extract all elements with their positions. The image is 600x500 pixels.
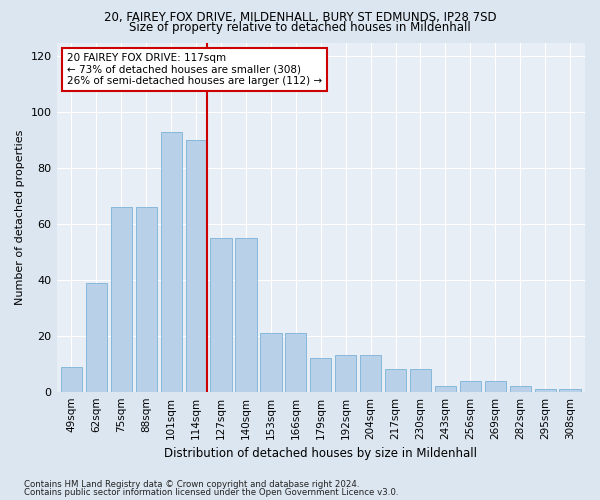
Y-axis label: Number of detached properties: Number of detached properties [15,130,25,305]
Bar [260,333,281,392]
Bar [535,389,556,392]
Bar [435,386,456,392]
X-axis label: Distribution of detached houses by size in Mildenhall: Distribution of detached houses by size … [164,447,477,460]
Bar [86,282,107,392]
Text: Size of property relative to detached houses in Mildenhall: Size of property relative to detached ho… [129,22,471,35]
Text: 20, FAIREY FOX DRIVE, MILDENHALL, BURY ST EDMUNDS, IP28 7SD: 20, FAIREY FOX DRIVE, MILDENHALL, BURY S… [104,12,496,24]
Bar [360,356,381,392]
Bar [211,238,232,392]
Bar [285,333,307,392]
Bar [61,366,82,392]
Bar [310,358,331,392]
Bar [136,208,157,392]
Bar [559,389,581,392]
Text: 20 FAIREY FOX DRIVE: 117sqm
← 73% of detached houses are smaller (308)
26% of se: 20 FAIREY FOX DRIVE: 117sqm ← 73% of det… [67,53,322,86]
Bar [161,132,182,392]
Text: Contains public sector information licensed under the Open Government Licence v3: Contains public sector information licen… [24,488,398,497]
Bar [235,238,257,392]
Bar [509,386,531,392]
Bar [335,356,356,392]
Bar [460,380,481,392]
Text: Contains HM Land Registry data © Crown copyright and database right 2024.: Contains HM Land Registry data © Crown c… [24,480,359,489]
Bar [385,370,406,392]
Bar [485,380,506,392]
Bar [185,140,207,392]
Bar [111,208,132,392]
Bar [410,370,431,392]
